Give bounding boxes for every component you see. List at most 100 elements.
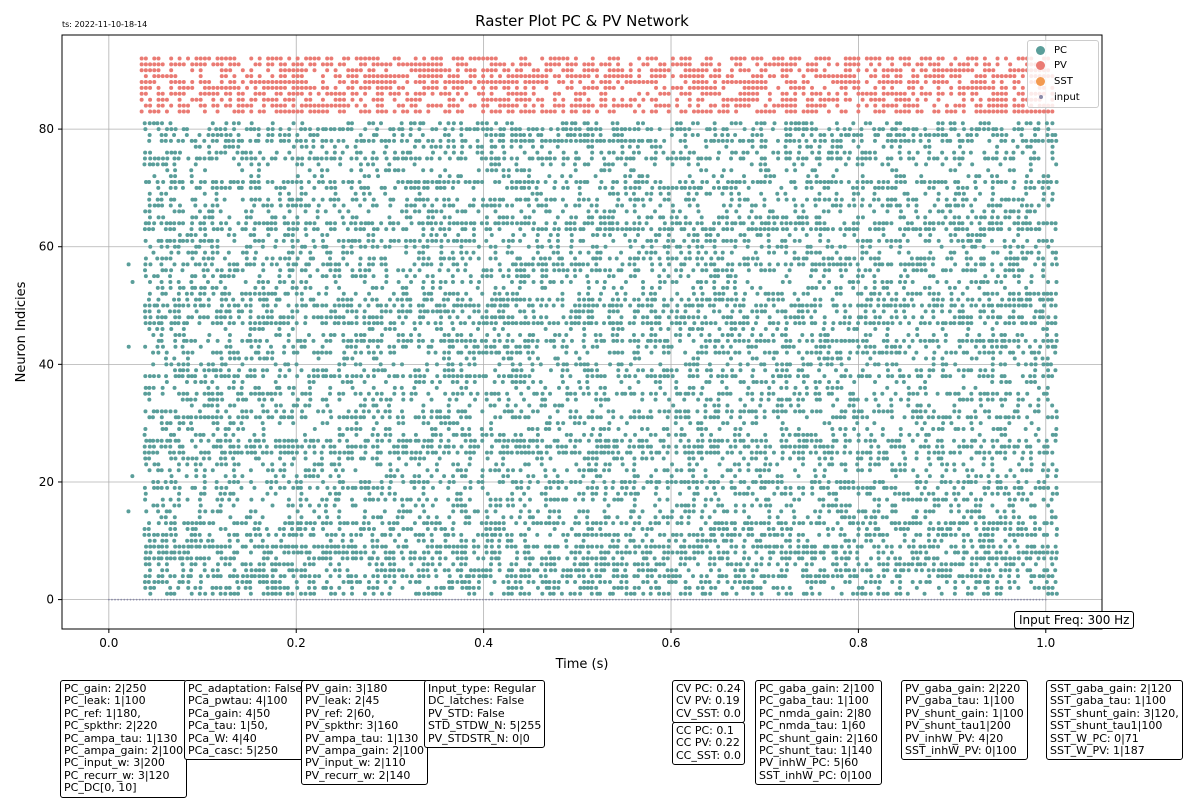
pc-spike [812, 468, 817, 473]
input-spike [469, 598, 472, 601]
pc-spike [325, 544, 330, 549]
pc-spike [497, 550, 502, 555]
pc-spike [687, 374, 692, 379]
pc-spike [1011, 509, 1016, 514]
pc-spike [560, 574, 565, 579]
pc-spike [578, 479, 583, 484]
pc-spike [1037, 450, 1042, 455]
pc-spike [703, 409, 708, 414]
pc-spike [645, 415, 650, 420]
pc-spike [231, 468, 236, 473]
pc-spike [982, 556, 987, 561]
input-spike [788, 598, 790, 601]
pc-spike [607, 462, 612, 467]
pc-spike [552, 438, 557, 443]
pc-spike [926, 556, 931, 561]
pc-spike [447, 344, 452, 349]
pc-spike [809, 550, 814, 555]
pc-spike [207, 544, 212, 549]
pc-spike [332, 374, 337, 379]
pc-spike [843, 579, 848, 584]
pc-spike [354, 579, 359, 584]
pc-spike [708, 444, 713, 449]
pc-spike [606, 562, 611, 567]
pc-spike [1004, 379, 1009, 384]
pc-spike [654, 485, 659, 490]
pc-spike [160, 385, 165, 390]
pc-spike [817, 368, 822, 373]
pc-spike [724, 374, 729, 379]
pc-spike [715, 444, 720, 449]
pc-spike [307, 444, 312, 449]
pc-spike [311, 474, 316, 479]
pc-spike [206, 450, 211, 455]
pc-spike [961, 385, 966, 390]
pc-spike [641, 579, 646, 584]
pc-spike [956, 427, 961, 432]
pc-spike [578, 585, 583, 590]
pc-spike [817, 574, 822, 579]
pc-spike [594, 585, 599, 590]
pc-spike [905, 591, 910, 596]
pc-spike [155, 409, 160, 414]
pc-spike [198, 503, 203, 508]
pc-spike [1049, 497, 1054, 502]
pc-spike [940, 356, 945, 361]
input-spike [704, 598, 707, 601]
pc-spike [299, 550, 304, 555]
input-spike [247, 598, 249, 601]
pc-spike [1025, 497, 1030, 502]
input-spike [525, 598, 528, 601]
pc-spike [472, 444, 477, 449]
pc-spike [780, 362, 785, 367]
pc-spike [392, 374, 397, 379]
pc-spike [426, 515, 431, 520]
pc-spike [319, 350, 324, 355]
pc-spike [1045, 544, 1050, 549]
pc-spike [746, 338, 751, 343]
pc-spike [416, 368, 421, 373]
pc-spike [198, 574, 203, 579]
pc-spike [367, 327, 372, 332]
pc-spike [252, 432, 257, 437]
pc-spike [666, 374, 671, 379]
pc-spike [704, 368, 709, 373]
pc-spike [999, 397, 1004, 402]
pc-spike [320, 397, 325, 402]
pc-spike [974, 562, 979, 567]
pc-spike [417, 574, 422, 579]
pc-spike [779, 574, 784, 579]
pc-spike [176, 362, 181, 367]
pc-spike [224, 344, 229, 349]
pc-spike [378, 362, 383, 367]
pc-spike [274, 532, 279, 537]
pc-spike [422, 591, 427, 596]
pc-spike [906, 562, 911, 567]
pc-spike [725, 450, 730, 455]
pc-spike [337, 527, 342, 532]
pc-spike [434, 515, 439, 520]
pc-spike [464, 385, 469, 390]
pc-spike [764, 438, 769, 443]
pc-spike [328, 538, 333, 543]
pc-spike [273, 391, 278, 396]
pc-spike [459, 509, 464, 514]
pc-spike [388, 479, 393, 484]
pc-spike [540, 391, 545, 396]
pc-spike [716, 338, 721, 343]
pc-spike [1011, 532, 1016, 537]
pc-spike [547, 585, 552, 590]
pc-spike [591, 427, 596, 432]
input-spike [268, 598, 271, 601]
pc-spike [218, 368, 223, 373]
pc-spike [210, 538, 215, 543]
pc-spike [261, 409, 266, 414]
pc-spike [914, 550, 919, 555]
pc-spike [953, 544, 958, 549]
pc-spike [708, 550, 713, 555]
pc-spike [914, 515, 919, 520]
pc-spike [1045, 532, 1050, 537]
pc-spike [746, 532, 751, 537]
pc-spike [226, 368, 231, 373]
pc-spike [952, 550, 957, 555]
